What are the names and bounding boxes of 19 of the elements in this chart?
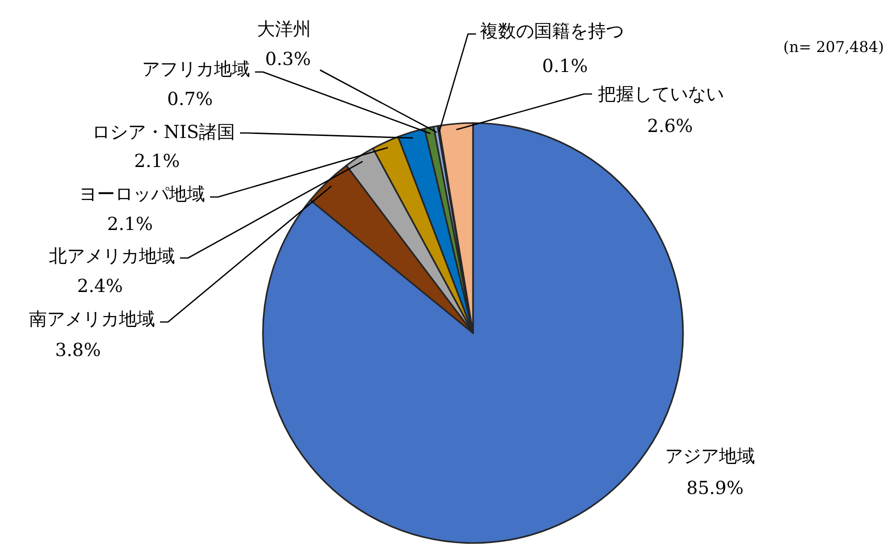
- data-label: 2.6%: [647, 116, 693, 137]
- text: (n= 207,484): [783, 38, 884, 56]
- slice-label: アジア地域: [665, 446, 755, 467]
- data-label: 0.7%: [167, 89, 213, 110]
- slice-label: 大洋州: [257, 19, 311, 40]
- data-label: 0.1%: [542, 56, 588, 77]
- data-label: 2.1%: [107, 214, 153, 235]
- slice-label: アフリカ地域: [142, 59, 250, 80]
- slice-label: 複数の国籍を持つ: [480, 21, 624, 42]
- slice-label: 把握していない: [598, 84, 724, 105]
- slice-label: ロシア・NIS諸国: [92, 122, 235, 143]
- slice-label: 南アメリカ地域: [29, 309, 155, 330]
- slice-label: ヨーロッパ地域: [79, 184, 205, 205]
- slice-label: 北アメリカ地域: [49, 246, 175, 267]
- data-label: 0.3%: [265, 49, 311, 70]
- data-label: 3.8%: [55, 340, 101, 361]
- data-label: 85.9%: [686, 478, 744, 499]
- data-label: 2.1%: [134, 151, 180, 172]
- data-label: 2.4%: [77, 276, 123, 297]
